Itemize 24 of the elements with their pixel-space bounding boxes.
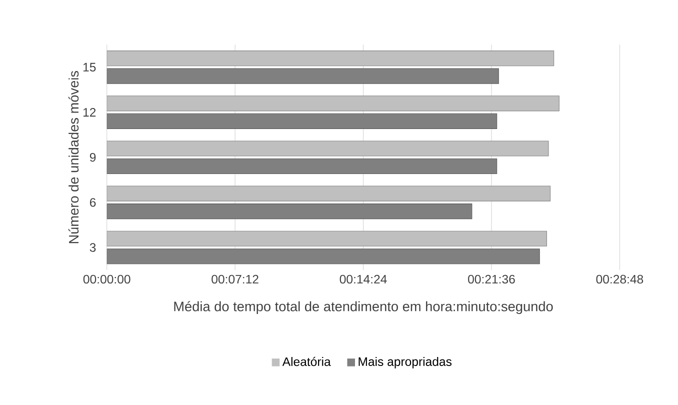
y-tick-label: 12 bbox=[83, 108, 96, 117]
x-tick-label: 00:14:24 bbox=[340, 274, 387, 284]
y-axis-title: Número de unidades móveis bbox=[68, 71, 79, 244]
bar bbox=[106, 50, 554, 66]
x-tick-label: 00:21:36 bbox=[468, 274, 515, 284]
bar bbox=[106, 158, 498, 174]
legend-label: Mais apropriadas bbox=[358, 357, 452, 368]
x-tick-label: 00:28:48 bbox=[596, 274, 644, 284]
bar bbox=[106, 230, 547, 246]
bar bbox=[106, 96, 560, 112]
bar bbox=[106, 140, 549, 156]
bar bbox=[106, 186, 551, 202]
y-tick-label: 9 bbox=[90, 153, 96, 162]
y-tick-label: 6 bbox=[90, 198, 96, 207]
bar bbox=[106, 248, 540, 264]
bar bbox=[106, 68, 499, 84]
x-axis-title: Média do tempo total de atendimento em hora:minuto:segundo bbox=[174, 301, 553, 314]
x-tick-label: 00:00:00 bbox=[83, 274, 130, 284]
y-tick-label: 3 bbox=[90, 243, 96, 252]
x-tick-label: 00:07:12 bbox=[212, 274, 258, 284]
bar bbox=[106, 204, 472, 220]
legend-label: Aleatória bbox=[282, 356, 331, 366]
bar bbox=[106, 113, 498, 130]
y-tick-label: 15 bbox=[83, 63, 96, 72]
